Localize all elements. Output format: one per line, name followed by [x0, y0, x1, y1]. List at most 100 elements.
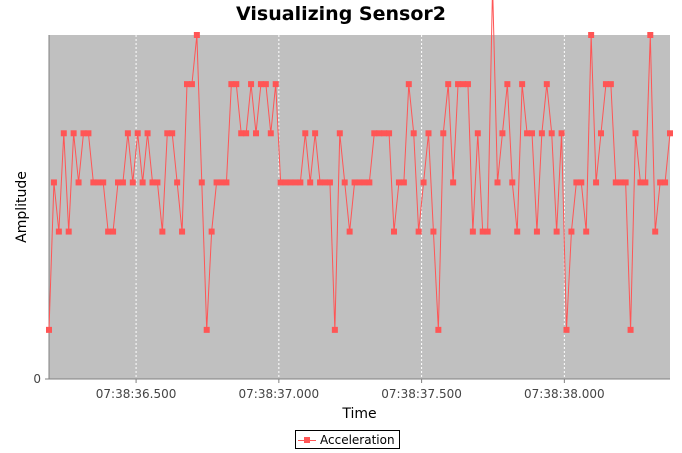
- data-point: [351, 179, 358, 186]
- data-point: [218, 179, 225, 186]
- data-point: [302, 130, 309, 137]
- data-point: [425, 130, 432, 137]
- data-point: [558, 130, 565, 137]
- data-point: [415, 228, 422, 235]
- data-point: [238, 130, 245, 137]
- data-point: [50, 179, 57, 186]
- data-point: [341, 179, 348, 186]
- data-point: [174, 179, 181, 186]
- data-point: [553, 228, 560, 235]
- data-point: [317, 179, 324, 186]
- data-point: [228, 81, 235, 88]
- data-point: [568, 228, 575, 235]
- data-point: [356, 179, 363, 186]
- data-point: [198, 179, 205, 186]
- data-point: [70, 130, 77, 137]
- data-point: [460, 81, 466, 88]
- data-point: [46, 326, 52, 333]
- data-point: [144, 130, 151, 137]
- data-point: [164, 130, 171, 137]
- data-point: [159, 228, 166, 235]
- data-point: [193, 32, 200, 38]
- y-axis-label: Amplitude: [14, 171, 30, 243]
- data-point: [312, 130, 319, 137]
- data-point: [607, 81, 614, 88]
- data-point: [386, 130, 393, 137]
- data-point: [563, 326, 570, 333]
- data-point: [450, 179, 457, 186]
- legend: Acceleration: [295, 430, 400, 449]
- data-point: [361, 179, 368, 186]
- data-point: [169, 130, 176, 137]
- data-point: [548, 130, 555, 137]
- data-point: [184, 81, 190, 88]
- data-point: [277, 179, 284, 186]
- data-point: [583, 228, 590, 235]
- data-point: [504, 81, 511, 88]
- data-point: [642, 179, 649, 186]
- data-point: [119, 179, 126, 186]
- data-point: [529, 130, 535, 137]
- data-point: [588, 32, 595, 38]
- data-point: [435, 326, 442, 333]
- data-point: [420, 179, 427, 186]
- data-point: [484, 228, 491, 235]
- data-point: [80, 130, 87, 137]
- data-point: [297, 179, 304, 186]
- data-point: [602, 81, 609, 88]
- x-tick-label: 07:38:37.500: [381, 387, 462, 401]
- data-point: [253, 130, 259, 137]
- data-point: [598, 130, 604, 137]
- data-point: [346, 228, 353, 235]
- data-point: [223, 179, 230, 186]
- data-point: [149, 179, 156, 186]
- x-tick-label: 07:38:37.000: [239, 387, 320, 401]
- x-axis-label: Time: [341, 406, 376, 422]
- data-point: [243, 130, 250, 137]
- data-point: [410, 130, 417, 137]
- data-point: [272, 81, 279, 88]
- data-point: [573, 179, 580, 186]
- data-point: [543, 81, 550, 88]
- data-point: [65, 228, 72, 235]
- data-point: [499, 130, 506, 137]
- data-point: [188, 81, 195, 88]
- data-point: [233, 81, 240, 88]
- data-point: [405, 81, 412, 88]
- data-point: [110, 228, 117, 235]
- data-point: [494, 179, 501, 186]
- x-tick-label: 07:38:36.500: [96, 387, 177, 401]
- data-point: [376, 130, 383, 137]
- data-point: [248, 81, 255, 88]
- y-tick-label: 0: [33, 372, 41, 386]
- data-point: [75, 179, 82, 186]
- data-point: [100, 179, 107, 186]
- data-point: [469, 228, 476, 235]
- data-point: [617, 179, 624, 186]
- data-point: [287, 179, 294, 186]
- data-point: [129, 179, 136, 186]
- data-point: [479, 228, 486, 235]
- data-point: [637, 179, 644, 186]
- data-point: [292, 179, 299, 186]
- data-point: [208, 228, 215, 235]
- data-point: [331, 326, 338, 333]
- data-point: [307, 179, 314, 186]
- data-point: [519, 81, 526, 88]
- data-point: [179, 228, 186, 235]
- data-point: [60, 130, 67, 137]
- series-acceleration: [46, 0, 673, 333]
- data-point: [627, 326, 634, 333]
- data-point: [55, 228, 62, 235]
- data-point: [115, 179, 121, 186]
- data-point: [578, 179, 585, 186]
- data-point: [430, 228, 437, 235]
- legend-marker: [298, 434, 316, 446]
- data-point: [612, 179, 619, 186]
- data-point: [95, 179, 102, 186]
- data-point: [632, 130, 639, 137]
- legend-label-acceleration: Acceleration: [320, 432, 395, 447]
- data-point: [371, 130, 378, 137]
- data-point: [514, 228, 521, 235]
